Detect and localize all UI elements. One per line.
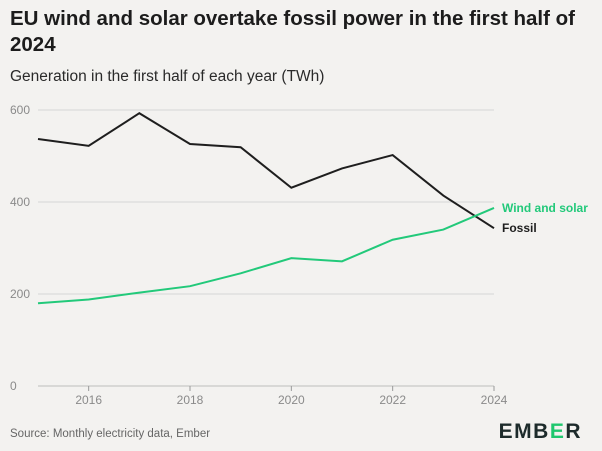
y-tick-label: 200 bbox=[10, 287, 30, 301]
series-label-wind-and-solar: Wind and solar bbox=[502, 201, 588, 215]
series-line-fossil bbox=[37, 112, 495, 230]
logo-accent-letter: E bbox=[549, 420, 566, 443]
logo-text-end: R bbox=[565, 420, 582, 443]
series-label-fossil: Fossil bbox=[502, 221, 537, 235]
x-tick-label: 2016 bbox=[75, 393, 102, 407]
source-note: Source: Monthly electricity data, Ember bbox=[10, 428, 211, 440]
x-tick-label: 2022 bbox=[379, 393, 406, 407]
x-tick-label: 2020 bbox=[278, 393, 305, 407]
logo-text-start: EMB bbox=[498, 420, 550, 443]
series-lines bbox=[37, 112, 495, 305]
axes: 0 200 400 600 2016 2018 2020 2022 2024 bbox=[10, 103, 508, 407]
chart-subtitle: Generation in the first half of each yea… bbox=[10, 68, 325, 85]
y-tick-label: 0 bbox=[10, 379, 17, 393]
x-tick-label: 2018 bbox=[177, 393, 204, 407]
x-tick-label: 2024 bbox=[481, 393, 508, 407]
series-labels: Fossil Wind and solar bbox=[502, 201, 588, 235]
y-tick-label: 600 bbox=[10, 103, 30, 117]
chart-title: EU wind and solar overtake fossil power … bbox=[10, 7, 575, 56]
y-tick-label: 400 bbox=[10, 195, 30, 209]
ember-logo: EMBER bbox=[499, 420, 582, 444]
series-line-wind-and-solar bbox=[37, 207, 495, 305]
gridlines bbox=[38, 109, 494, 387]
